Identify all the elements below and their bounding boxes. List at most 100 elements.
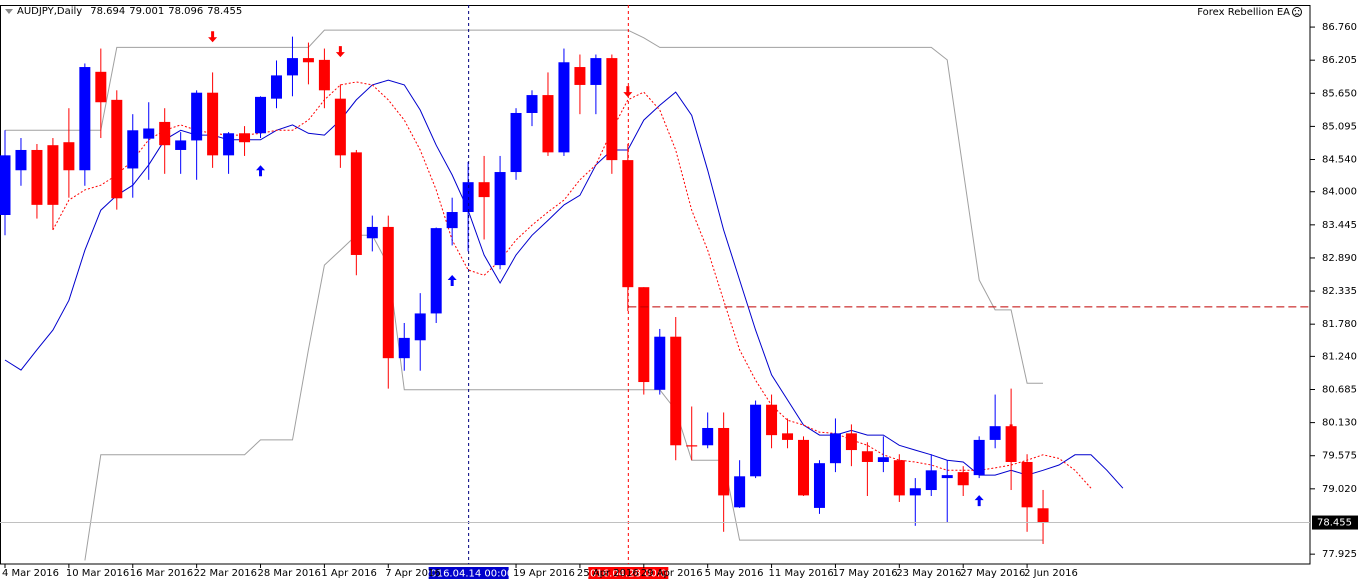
y-tick-label: 81.780 <box>1322 319 1357 330</box>
vertical-line-label: 2016.04.14 00:00 <box>424 569 513 580</box>
vertical-line-label-bg <box>428 567 509 579</box>
sell-arrow <box>335 46 345 58</box>
x-tick-label: 2 Jun 2016 <box>1024 568 1078 579</box>
candle-body <box>989 426 1001 440</box>
x-tick-label: 4 Mar 2016 <box>2 568 59 579</box>
candle-body <box>47 145 59 205</box>
candle-body <box>191 92 203 141</box>
candle-body <box>606 58 618 161</box>
candle-body <box>127 130 139 169</box>
x-tick-label: 27 May 2016 <box>960 568 1025 579</box>
candle-body <box>350 152 362 255</box>
candle-body <box>31 149 43 205</box>
symbol: AUDJPY,Daily <box>17 6 82 17</box>
x-tick-label: 28 Mar 2016 <box>258 568 321 579</box>
buy-arrow <box>974 495 984 507</box>
y-tick-label: 83.445 <box>1322 220 1357 231</box>
vertical-line-label-bg <box>588 567 669 579</box>
candle-body <box>1021 461 1033 508</box>
y-tick-label: 86.205 <box>1322 55 1357 66</box>
x-tick-label: 29 Apr 2016 <box>641 568 703 579</box>
y-tick-label: 82.335 <box>1322 286 1357 297</box>
chart-title: AUDJPY,Daily 78.694 79.001 78.096 78.455 <box>17 6 242 17</box>
candle-body <box>63 142 75 171</box>
candle-body <box>590 58 602 85</box>
candle-body <box>973 439 985 476</box>
indicator-line <box>5 29 1043 384</box>
candle-body <box>574 67 586 85</box>
candle-body <box>925 470 937 491</box>
y-tick-label: 81.240 <box>1322 351 1357 362</box>
sell-arrow <box>208 31 218 43</box>
y-tick-label: 84.540 <box>1322 155 1357 166</box>
ohlc-close: 78.455 <box>207 6 242 17</box>
candle-body <box>15 149 27 171</box>
plot-frame <box>0 5 1311 565</box>
candle-body <box>382 226 394 359</box>
candle-body <box>829 433 841 464</box>
x-tick-label: 17 May 2016 <box>832 568 897 579</box>
y-tick-label: 79.575 <box>1322 451 1357 462</box>
candle-body <box>734 476 746 508</box>
ea-name: Forex Rebellion EA <box>1197 7 1290 18</box>
candle-body <box>239 133 251 143</box>
x-tick-label: 19 Apr 2016 <box>513 568 575 579</box>
plot-area <box>0 5 1310 564</box>
candle-body <box>861 451 873 462</box>
candle-body <box>718 427 730 496</box>
candle-body <box>670 336 682 446</box>
ohlc-low: 78.096 <box>168 6 203 17</box>
y-tick-label: 84.000 <box>1322 187 1357 198</box>
buy-arrow <box>447 275 457 287</box>
candle-body <box>318 59 330 91</box>
ea-face-icon <box>1292 7 1302 17</box>
menu-icon[interactable] <box>5 9 13 14</box>
candle-body <box>223 133 235 156</box>
overlay: 2016.04.14 00:00 2016.04.28 00:00 <box>424 567 673 580</box>
y-tick-label: 77.925 <box>1322 549 1357 560</box>
ohlc-high: 79.001 <box>129 6 164 17</box>
candle-body <box>702 427 714 446</box>
x-tick-label: 16 Mar 2016 <box>130 568 193 579</box>
x-tick-label: 5 May 2016 <box>705 568 764 579</box>
indicator-line <box>84 234 1043 561</box>
candle-body <box>494 172 506 266</box>
candle-body <box>143 128 155 139</box>
candle-body <box>909 488 921 496</box>
x-tick-label: 25 Apr 2016 <box>577 568 639 579</box>
y-tick-label: 86.760 <box>1322 22 1357 33</box>
candle-body <box>0 155 11 215</box>
candle-body <box>654 336 666 390</box>
y-tick-label: 80.685 <box>1322 384 1357 395</box>
candle-body <box>782 433 794 440</box>
y-tick-label: 79.020 <box>1322 484 1357 495</box>
buy-arrow <box>256 165 266 177</box>
ohlc-open: 78.694 <box>90 6 125 17</box>
candle-body <box>478 182 490 198</box>
sell-arrow <box>1006 424 1016 436</box>
x-tick-label: 1 Apr 2016 <box>321 568 376 579</box>
y-tick-label: 85.095 <box>1322 121 1357 132</box>
candle-body <box>334 98 346 156</box>
candle-body <box>798 439 809 496</box>
y-tick-label: 80.130 <box>1322 418 1357 429</box>
candle-body <box>957 472 969 486</box>
candle-body <box>398 337 410 359</box>
candle-body <box>255 96 267 134</box>
candle-body <box>750 404 762 477</box>
candle-body <box>845 433 857 451</box>
candle-body <box>638 287 650 383</box>
candle-body <box>542 95 554 153</box>
vertical-line-label: 2016.04.28 00:00 <box>584 569 673 580</box>
price-label: 78.455 <box>1317 518 1352 529</box>
candle-body <box>1005 426 1017 462</box>
candle-body <box>414 313 426 341</box>
candle-body <box>813 463 825 508</box>
candle-body <box>686 445 698 447</box>
y-tick-label: 85.650 <box>1322 88 1357 99</box>
candle-body <box>510 112 522 173</box>
x-tick-label: 7 Apr 2016 <box>385 568 440 579</box>
y-tick-label: 82.890 <box>1322 253 1357 264</box>
candle-body <box>95 71 107 103</box>
